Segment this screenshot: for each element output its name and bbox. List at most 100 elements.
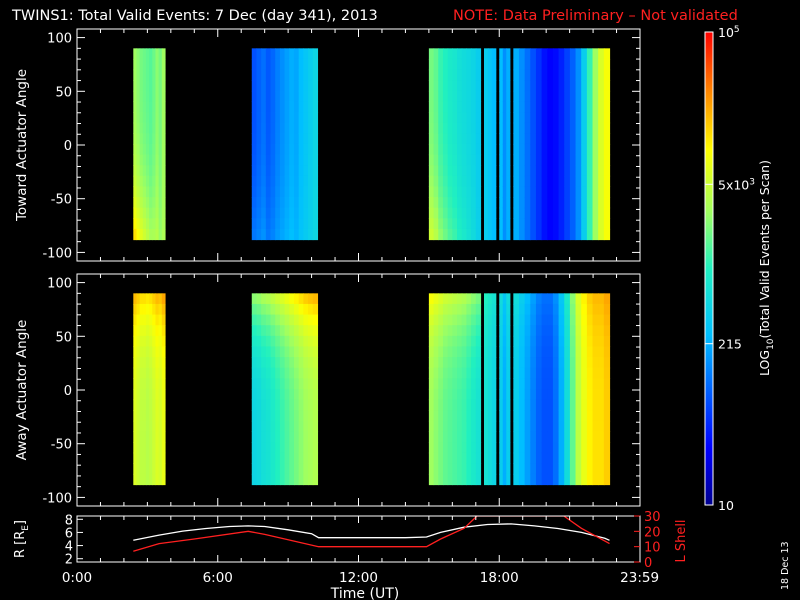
heatmap-cell — [275, 463, 281, 475]
heatmap-cell — [256, 410, 262, 422]
heatmap-cell — [564, 58, 571, 71]
heatmap-cell — [518, 228, 526, 241]
heatmap-cell — [541, 325, 548, 337]
heatmap-cell — [541, 357, 548, 369]
heatmap-cell — [447, 165, 453, 177]
heatmap-cell — [251, 357, 258, 369]
heatmap-cell — [484, 420, 489, 433]
heatmap-cell — [484, 122, 489, 134]
heatmap-cell — [155, 431, 160, 443]
heatmap-cell — [603, 346, 611, 358]
heatmap-cell — [452, 122, 458, 134]
heatmap-cell — [513, 399, 520, 411]
heatmap-cell — [261, 442, 267, 454]
heatmap-cell — [524, 420, 531, 433]
heatmap-cell — [491, 346, 497, 358]
heatmap-cell — [261, 399, 267, 411]
heatmap-cell — [564, 48, 571, 60]
heatmap-cell — [139, 293, 144, 305]
heatmap-cell — [598, 314, 605, 326]
heatmap-cell — [541, 388, 548, 401]
heatmap-cell — [161, 442, 166, 454]
heatmap-cell — [447, 452, 453, 464]
heatmap-cell — [447, 58, 453, 71]
heatmap-cell — [256, 133, 262, 145]
heatmap-cell — [428, 335, 435, 348]
heatmap-cell — [541, 197, 548, 209]
heatmap-cell — [506, 388, 511, 401]
heatmap-cell — [457, 399, 463, 411]
heatmap-cell — [284, 346, 290, 358]
heatmap-cell — [308, 58, 314, 71]
heatmap-cell — [298, 367, 304, 379]
heatmap-cell — [541, 442, 548, 454]
heatmap-cell — [487, 399, 493, 411]
heatmap-cell — [547, 335, 554, 348]
heatmap-cell — [298, 90, 304, 103]
heatmap-cell — [598, 228, 605, 241]
heatmap-cell — [145, 48, 150, 60]
heatmap-cell — [552, 378, 560, 390]
heatmap-cell — [530, 420, 537, 433]
heatmap-cell — [475, 378, 482, 390]
heatmap-cell — [581, 410, 588, 422]
heatmap-cell — [541, 112, 548, 124]
heatmap-cell — [518, 165, 526, 177]
heatmap-cell — [298, 388, 304, 401]
heatmap-cell — [491, 410, 497, 422]
heatmap-cell — [256, 48, 262, 60]
heatmap-cell — [586, 143, 594, 156]
heatmap-cell — [133, 442, 138, 454]
heatmap-cell — [312, 207, 319, 219]
heatmap-cell — [161, 48, 166, 60]
heatmap-cell — [564, 314, 571, 326]
heatmap-cell — [308, 410, 314, 422]
heatmap-cell — [161, 410, 166, 422]
heatmap-cell — [535, 325, 543, 337]
heatmap-cell — [575, 58, 582, 71]
heatmap-cell — [499, 154, 504, 166]
heatmap-cell — [547, 122, 554, 134]
heatmap-cell — [265, 101, 272, 113]
heatmap-cell — [518, 133, 526, 145]
heatmap-cell — [581, 314, 588, 326]
heatmap-cell — [289, 335, 295, 348]
heatmap-cell — [471, 133, 477, 145]
heatmap-cell — [466, 335, 472, 348]
heatmap-cell — [312, 48, 319, 60]
heatmap-cell — [139, 325, 144, 337]
heatmap-cell — [457, 90, 463, 103]
heatmap-cell — [475, 420, 482, 433]
heatmap-cell — [535, 346, 543, 358]
heatmap-cell — [575, 133, 582, 145]
heatmap-cell — [530, 165, 537, 177]
heatmap-cell — [447, 112, 453, 124]
heatmap-cell — [487, 293, 493, 305]
heatmap-cell — [158, 112, 163, 124]
heatmap-cell — [293, 346, 300, 358]
heatmap-cell — [155, 346, 160, 358]
heatmap-cell — [518, 90, 526, 103]
heatmap-cell — [603, 228, 611, 241]
heatmap-cell — [598, 133, 605, 145]
heatmap-cell — [447, 143, 453, 156]
heatmap-cell — [461, 378, 468, 390]
heatmap-cell — [303, 154, 309, 166]
heatmap-cell — [136, 228, 141, 241]
heatmap-cell — [145, 101, 150, 113]
heatmap-cell — [530, 357, 537, 369]
heatmap-cell — [155, 325, 160, 337]
heatmap-cell — [491, 473, 497, 486]
heatmap-cell — [581, 303, 588, 316]
heatmap-cell — [149, 175, 153, 188]
heatmap-cell — [284, 378, 290, 390]
y-tick-label: 2 — [65, 553, 73, 568]
heatmap-cell — [603, 473, 611, 486]
heatmap-cell — [155, 112, 160, 124]
heatmap-cell — [524, 48, 531, 60]
heatmap-cell — [502, 367, 507, 379]
heatmap-cell — [265, 133, 272, 145]
heatmap-cell — [541, 335, 548, 348]
heatmap-cell — [499, 165, 504, 177]
heatmap-cell — [499, 48, 504, 60]
